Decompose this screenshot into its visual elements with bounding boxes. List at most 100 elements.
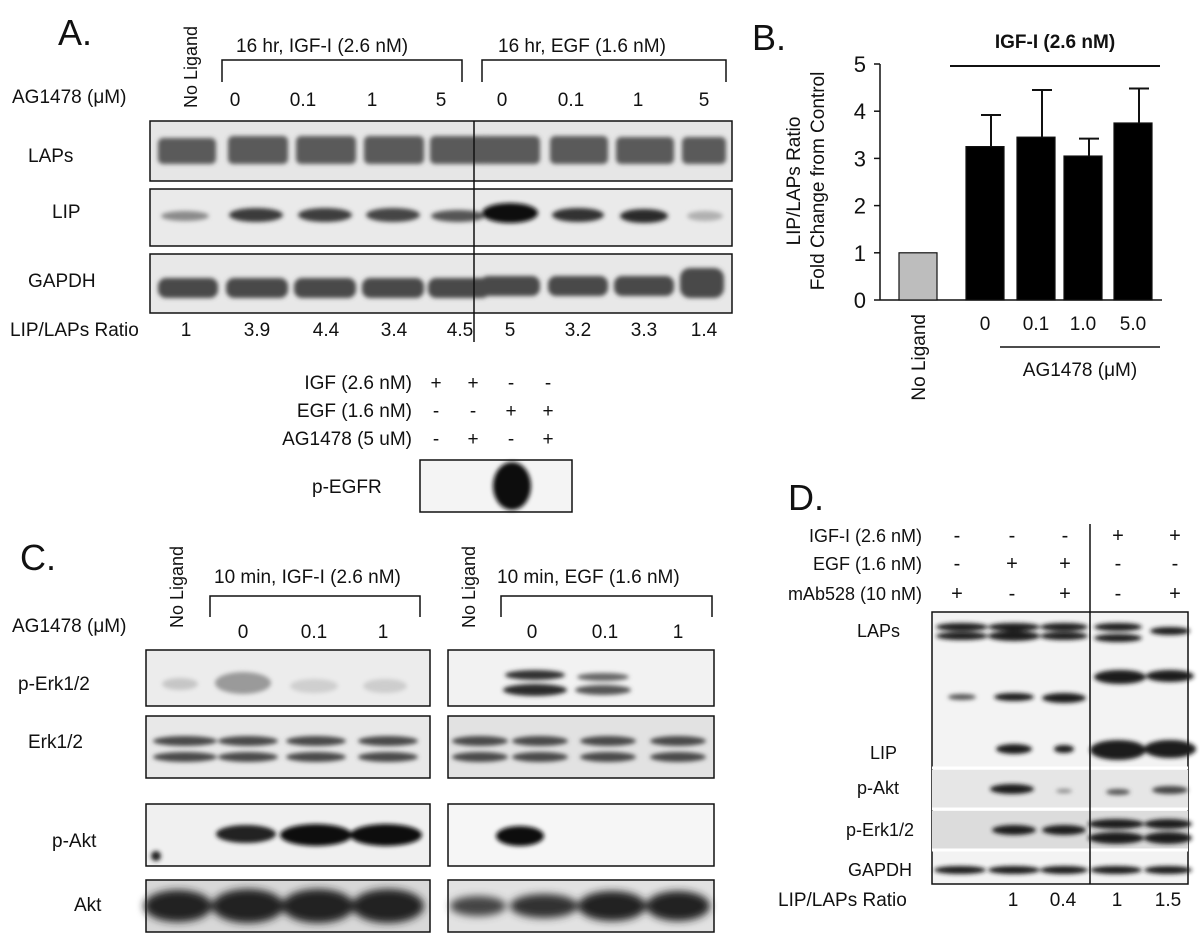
d-row-label: IGF-I (2.6 nM) [809, 526, 922, 546]
a-inset: IGF (2.6 nM) EGF (1.6 nM) AG1478 (5 uM) … [282, 373, 573, 513]
d-mark: + [951, 583, 963, 605]
d-ratio-value: 1.5 [1155, 890, 1181, 911]
inset-mark: + [467, 429, 478, 450]
b-y-tick-label: 5 [854, 52, 866, 77]
inset-mark: - [433, 401, 439, 422]
c-dose: 0 [527, 622, 538, 643]
c-blot-label-perk: p-Erk1/2 [18, 674, 90, 695]
a-ratio-label: LIP/LAPs Ratio [10, 320, 139, 341]
inset-mark: - [545, 373, 551, 394]
a-blot-label-laps: LAPs [28, 146, 73, 167]
panel-d-letter: D. [788, 477, 824, 518]
inset-row-label: AG1478 (5 uM) [282, 429, 412, 450]
a-bracket-igf [221, 59, 463, 82]
d-mark: + [1006, 553, 1018, 575]
a-lip-bands [161, 203, 723, 223]
d-pakt-strip [932, 770, 1188, 808]
d-mark: - [1172, 553, 1179, 575]
c-bracket-egf [500, 595, 713, 617]
a-dose: 5 [699, 90, 710, 111]
b-y-tick-label: 1 [854, 241, 866, 266]
c-dose-labels: 0 0.1 1 0 0.1 1 [238, 622, 684, 643]
c-akt-bands [144, 889, 710, 923]
c-blot-label-erk: Erk1/2 [28, 732, 83, 753]
inset-mark: + [467, 373, 478, 394]
b-bar [1113, 122, 1153, 301]
a-ag-label: AG1478 (μM) [12, 87, 126, 108]
a-laps-bands [158, 136, 726, 164]
panel-a-letter: A. [58, 12, 92, 53]
b-category-label: 0 [980, 314, 991, 335]
a-dose: 0 [230, 90, 241, 111]
d-mark: - [1115, 583, 1122, 605]
c-blot-erk-left [145, 715, 431, 779]
inset-mark: + [542, 429, 553, 450]
c-group-igf-label: 10 min, IGF-I (2.6 nM) [214, 567, 401, 588]
c-ag-label: AG1478 (μM) [12, 616, 126, 637]
b-bar [1016, 136, 1056, 301]
a-ratio-values: 1 3.9 4.4 3.4 4.5 5 3.2 3.3 1.4 [181, 320, 718, 341]
d-blot-labels: LAPs LIP p-Akt p-Erk1/2 GAPDH [846, 621, 914, 880]
b-bar [965, 146, 1005, 301]
inset-mark: - [470, 401, 476, 422]
d-row-label: EGF (1.6 nM) [813, 554, 922, 574]
c-dose: 0 [238, 622, 249, 643]
b-category-label: 5.0 [1120, 314, 1146, 335]
inset-mark: - [508, 373, 514, 394]
d-bands [934, 623, 1196, 874]
d-ratio-value: 1 [1008, 890, 1019, 911]
c-blot-perk-left [145, 649, 431, 707]
a-blot-label-lip: LIP [52, 202, 81, 223]
c-pakt-bands [151, 824, 544, 861]
a-dose: 0 [497, 90, 508, 111]
c-dose: 0.1 [592, 622, 618, 643]
c-no-ligand-left: No Ligand [167, 546, 187, 628]
a-group-egf-label: 16 hr, EGF (1.6 nM) [498, 36, 666, 57]
b-category-label: 1.0 [1070, 314, 1096, 335]
c-bracket-igf [209, 595, 421, 617]
d-mark: - [1115, 553, 1122, 575]
inset-mark: + [505, 401, 516, 422]
d-mark: + [1112, 525, 1124, 547]
d-row-label: mAb528 (10 nM) [788, 584, 922, 604]
a-dose: 1 [633, 90, 644, 111]
c-blot-label-akt: Akt [74, 895, 102, 916]
a-group-igf-label: 16 hr, IGF-I (2.6 nM) [236, 36, 408, 57]
a-gapdh-bands [158, 268, 724, 298]
c-no-ligand-right: No Ligand [459, 546, 479, 628]
d-blot-label: GAPDH [848, 860, 912, 880]
c-dose: 0.1 [301, 622, 327, 643]
inset-row-label: EGF (1.6 nM) [297, 401, 412, 422]
inset-egfr-band [493, 462, 531, 510]
inset-mark: + [430, 373, 441, 394]
b-y-tick-label: 0 [854, 288, 866, 313]
b-bar [1063, 155, 1103, 301]
a-ratio-value: 3.4 [381, 320, 408, 341]
b-y-tick-label: 2 [854, 194, 866, 219]
b-ylabel-line1: LIP/LAPs Ratio [784, 117, 805, 246]
d-ratio-value: 1 [1112, 890, 1123, 911]
d-mark: - [1009, 525, 1016, 547]
d-treatment-rows: IGF-I (2.6 nM) EGF (1.6 nM) mAb528 (10 n… [788, 525, 1181, 605]
d-ratio-value: 0.4 [1050, 890, 1077, 911]
panel-c-letter: C. [20, 537, 56, 578]
a-ratio-value: 1 [181, 320, 192, 341]
c-blot-label-pakt: p-Akt [52, 831, 97, 852]
c-perk-bands [162, 670, 631, 696]
inset-mark: - [508, 429, 514, 450]
a-ratio-value: 3.9 [244, 320, 270, 341]
c-blot-erk-right [447, 715, 715, 779]
b-ylabel-line2: Fold Change from Control [808, 72, 829, 291]
inset-mark: + [542, 401, 553, 422]
a-bracket-egf [481, 59, 727, 82]
a-blot-label-gapdh: GAPDH [28, 271, 96, 292]
d-blot-label: p-Akt [857, 778, 899, 798]
a-ratio-value: 1.4 [691, 320, 718, 341]
a-ratio-value: 3.3 [631, 320, 657, 341]
c-dose: 1 [378, 622, 389, 643]
a-dose: 0.1 [558, 90, 584, 111]
d-blot-label: p-Erk1/2 [846, 820, 914, 840]
a-ratio-value: 4.4 [313, 320, 340, 341]
d-mark: - [954, 553, 961, 575]
inset-row-label: IGF (2.6 nM) [304, 373, 412, 394]
